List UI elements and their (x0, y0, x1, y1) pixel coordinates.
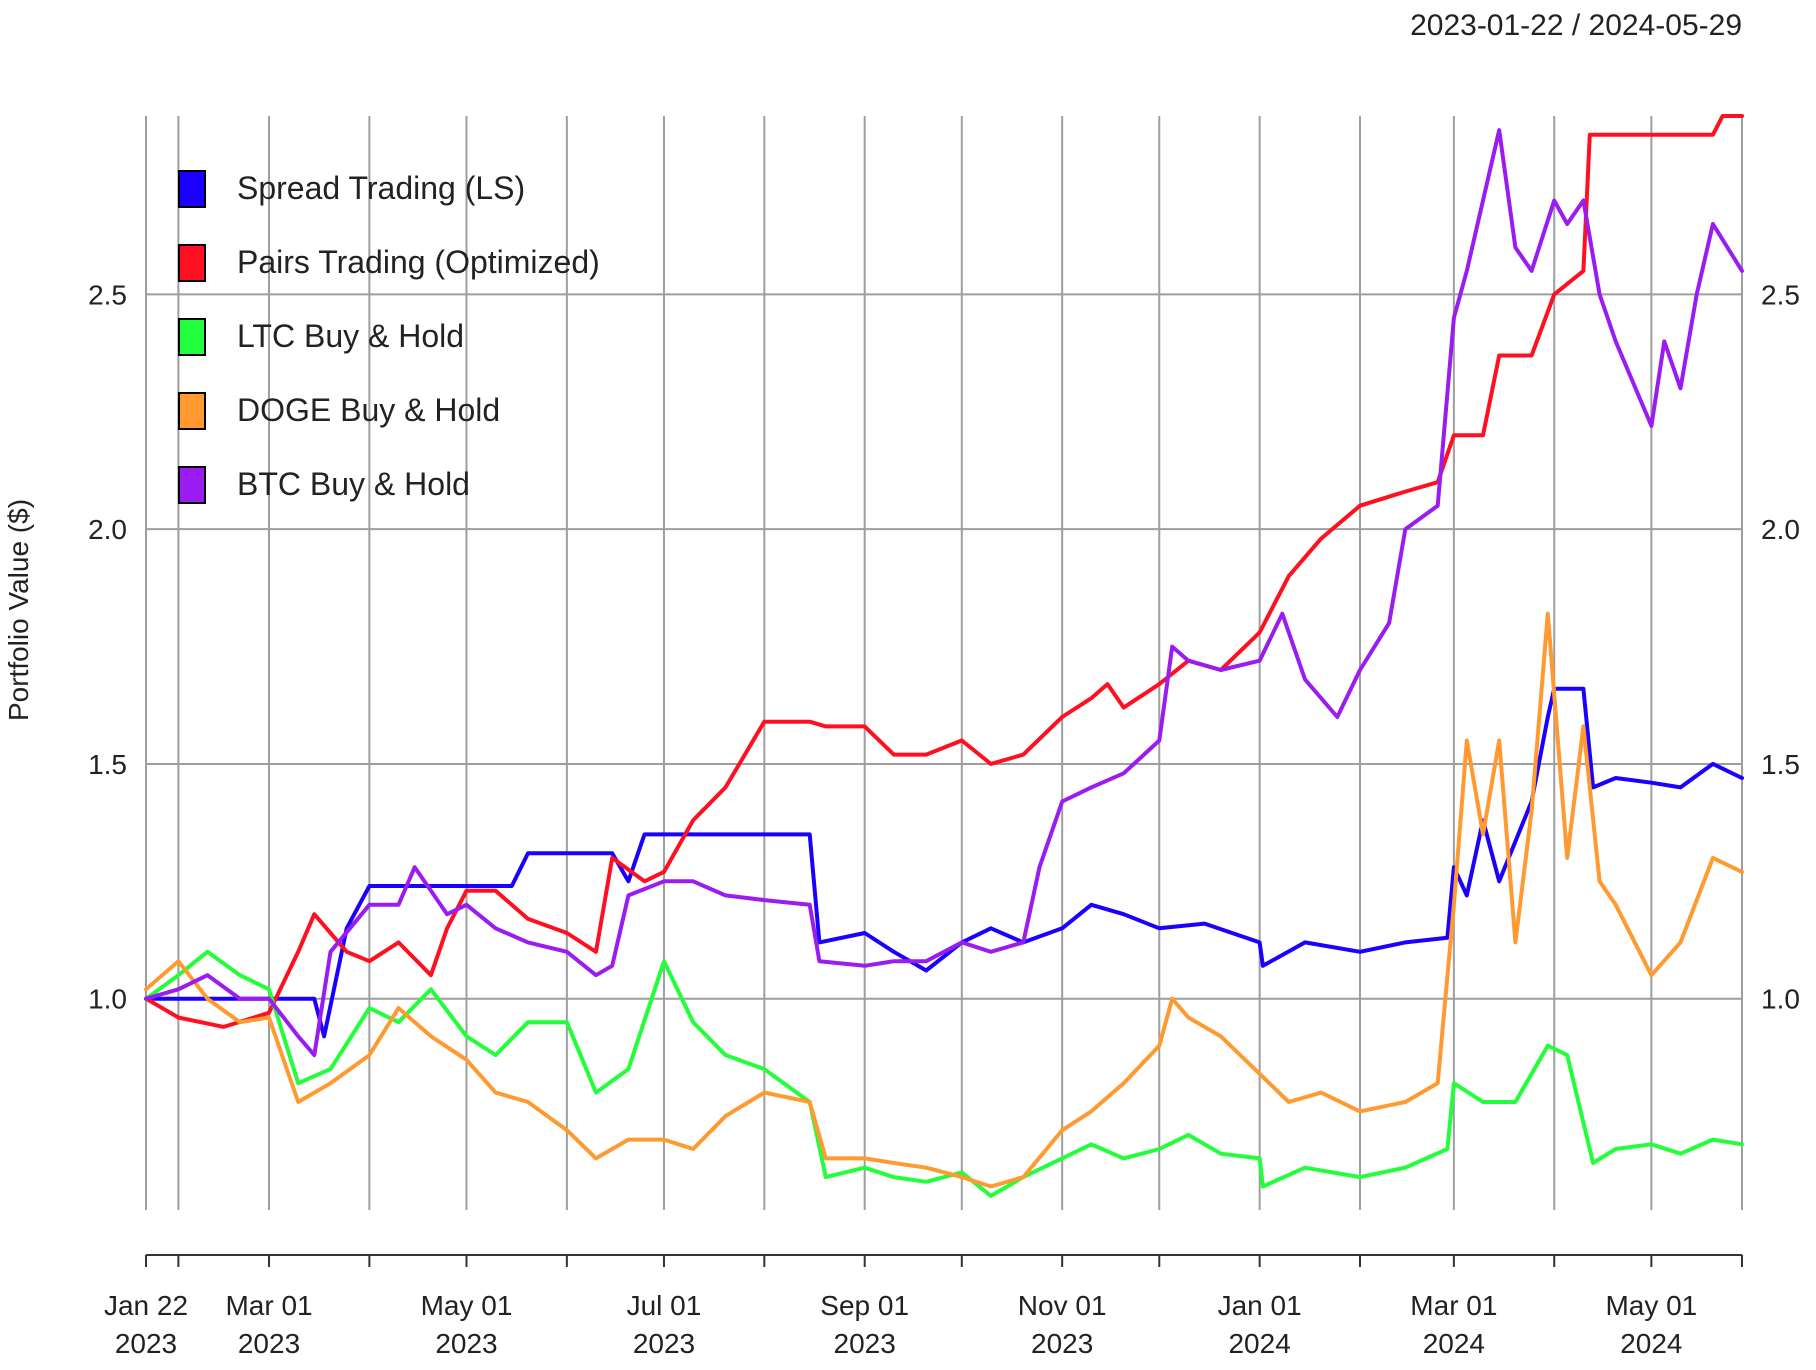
x-tick-label-year: 2024 (1620, 1328, 1682, 1359)
legend-entry: Spread Trading (LS) (237, 170, 525, 206)
legend-swatch (178, 466, 206, 504)
legend-swatch (178, 170, 206, 208)
x-tick-label-year: 2023 (834, 1328, 896, 1359)
y-tick-label: 2.5 (1761, 279, 1800, 310)
x-tick-label-year: 2023 (238, 1328, 300, 1359)
y-tick-label: 1.0 (88, 984, 127, 1015)
series-line (144, 686, 1744, 1039)
series-line (144, 611, 1744, 1189)
x-tick-label-year: 2023 (1031, 1328, 1093, 1359)
x-tick-label: Mar 01 (225, 1290, 312, 1321)
y-tick-label: 2.5 (88, 279, 127, 310)
legend-entry: LTC Buy & Hold (237, 318, 464, 354)
x-tick-label: Jan 22 (104, 1290, 188, 1321)
x-tick-label-year: 2023 (633, 1328, 695, 1359)
x-tick-label-year: 2023 (115, 1328, 177, 1359)
y-tick-label: 1.5 (1761, 749, 1800, 780)
x-tick-label-year: 2024 (1423, 1328, 1485, 1359)
x-tick-label: Jul 01 (627, 1290, 702, 1321)
x-tick-label: May 01 (421, 1290, 513, 1321)
y-tick-label: 2.0 (88, 514, 127, 545)
x-tick-label: May 01 (1605, 1290, 1697, 1321)
legend-swatch (178, 318, 206, 356)
legend-entry: BTC Buy & Hold (237, 466, 470, 502)
y-tick-label: 1.0 (1761, 984, 1800, 1015)
gridlines (145, 116, 1743, 1210)
y-tick-label: 2.0 (1761, 514, 1800, 545)
legend-swatch (178, 392, 206, 430)
series-line (144, 114, 1744, 1029)
x-tick-label: Sep 01 (820, 1290, 909, 1321)
x-tick-label: Jan 01 (1218, 1290, 1302, 1321)
y-tick-labels-left: 1.0 1.5 2.0 2.5 (88, 279, 127, 1014)
date-range-label: 2023-01-22 / 2024-05-29 (1410, 9, 1742, 42)
legend-entry: Pairs Trading (Optimized) (237, 244, 600, 280)
y-tick-labels-right: 1.0 1.5 2.0 2.5 (1761, 279, 1800, 1014)
x-tick-label: Nov 01 (1018, 1290, 1107, 1321)
series-line (144, 949, 1744, 1198)
legend-swatch (178, 244, 206, 282)
x-tick-label: Mar 01 (1410, 1290, 1497, 1321)
legend-entry: DOGE Buy & Hold (237, 392, 500, 428)
y-tick-label: 1.5 (88, 749, 127, 780)
y-axis-label: Portfolio Value ($) (3, 499, 34, 721)
x-tick-label-year: 2024 (1228, 1328, 1290, 1359)
x-tick-label-year: 2023 (435, 1328, 497, 1359)
series-lines (144, 114, 1744, 1198)
series-line (144, 128, 1744, 1058)
x-axis: Jan 22 2023 Mar 01 2023 May 01 2023 Jul 01 2023… (104, 1254, 1743, 1359)
legend: Spread Trading (LS) Pairs Trading (Optimi… (178, 170, 600, 504)
